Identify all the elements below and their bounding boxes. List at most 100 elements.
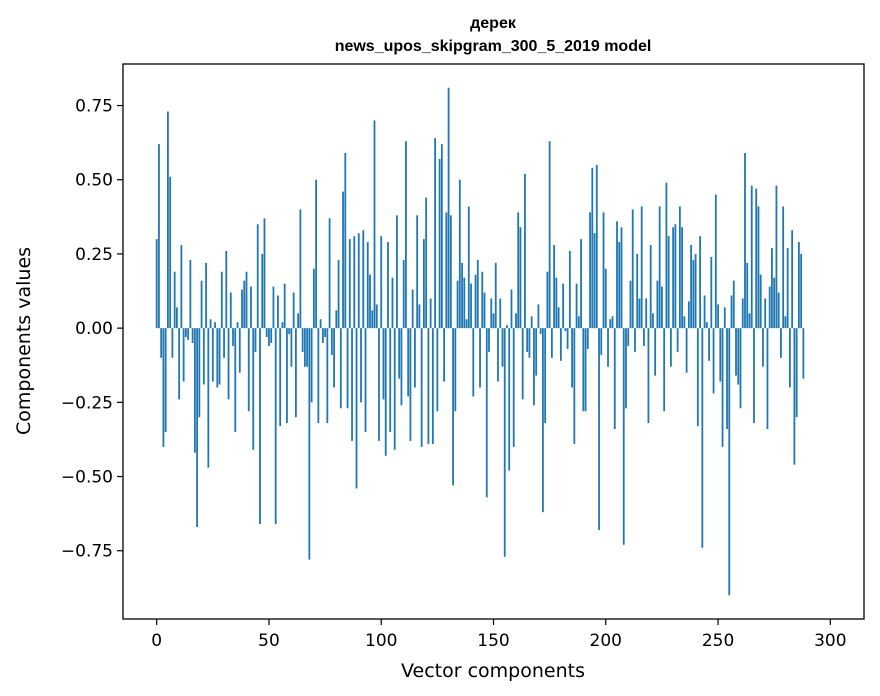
bar-47 (261, 253, 264, 329)
bar-176 (550, 328, 553, 358)
bar-227 (665, 182, 668, 329)
bar-207 (620, 227, 623, 329)
bar-255 (728, 328, 731, 596)
bar-93 (364, 328, 367, 433)
bar-130 (447, 87, 450, 329)
bar-10 (178, 328, 181, 400)
bar-76 (326, 328, 329, 424)
bar-164 (524, 173, 526, 329)
bar-169 (535, 328, 538, 376)
bar-155 (503, 328, 506, 557)
bar-32 (227, 328, 230, 400)
bar-239 (692, 259, 695, 329)
bar-124 (434, 138, 437, 329)
bar-288 (802, 328, 805, 379)
y-tick-label-2: −0.25 (61, 393, 113, 413)
bar-84 (344, 153, 347, 329)
bar-112 (407, 328, 410, 397)
y-axis-label: Components values (13, 247, 35, 435)
bar-4 (164, 328, 167, 433)
bar-150 (492, 313, 495, 329)
bar-2 (160, 328, 163, 358)
bar-132 (452, 328, 454, 486)
bar-43 (252, 328, 255, 450)
bar-100 (380, 236, 383, 329)
bar-216 (640, 206, 643, 329)
bar-104 (389, 328, 392, 433)
bar-209 (625, 328, 627, 409)
bar-113 (409, 328, 412, 441)
bar-151 (494, 262, 497, 329)
bar-23 (207, 328, 210, 468)
bar-44 (254, 328, 257, 352)
bar-107 (396, 215, 398, 329)
bar-74 (321, 328, 324, 343)
bar-153 (499, 298, 502, 329)
bar-284 (793, 328, 796, 465)
bar-78 (330, 328, 333, 355)
bar-166 (528, 328, 531, 358)
bar-1 (158, 144, 160, 329)
bar-110 (402, 259, 405, 329)
bar-280 (784, 316, 787, 329)
bar-262 (744, 153, 746, 329)
bar-52 (272, 286, 275, 329)
bar-219 (647, 328, 650, 424)
bar-9 (175, 307, 178, 329)
bar-117 (418, 304, 421, 329)
bar-51 (270, 328, 273, 343)
bar-218 (645, 298, 648, 329)
bar-180 (559, 328, 562, 361)
bar-125 (436, 328, 439, 412)
bar-248 (712, 328, 715, 394)
bar-171 (539, 328, 542, 335)
bar-247 (710, 256, 713, 329)
bar-105 (391, 277, 394, 329)
bar-263 (746, 262, 749, 329)
bar-170 (537, 304, 540, 329)
bar-122 (429, 298, 432, 329)
bar-242 (699, 236, 701, 329)
x-tick-label-150: 150 (477, 631, 509, 651)
bar-147 (485, 328, 488, 498)
bar-85 (346, 328, 349, 409)
bar-86 (348, 239, 351, 329)
bar-26 (214, 322, 216, 329)
bar-77 (328, 218, 331, 329)
bar-234 (681, 227, 684, 329)
bar-57 (283, 283, 286, 329)
bar-75 (324, 328, 326, 338)
bar-267 (755, 188, 758, 329)
bar-6 (169, 176, 172, 329)
bar-287 (800, 253, 803, 329)
bar-173 (544, 328, 547, 424)
bar-210 (627, 328, 630, 346)
bar-189 (580, 239, 582, 329)
bar-208 (622, 328, 625, 545)
bar-197 (598, 328, 600, 530)
bar-109 (400, 328, 403, 406)
bar-272 (766, 328, 769, 430)
bar-182 (564, 328, 567, 332)
bar-92 (362, 230, 365, 329)
bar-157 (508, 328, 511, 471)
bar-278 (780, 328, 782, 358)
bar-217 (643, 328, 645, 346)
bar-178 (555, 277, 558, 329)
bar-154 (501, 328, 504, 367)
bar-231 (674, 224, 677, 329)
bar-35 (234, 328, 237, 433)
bar-174 (546, 271, 549, 329)
bar-45 (256, 224, 259, 329)
x-tick-label-200: 200 (590, 631, 622, 651)
bar-215 (638, 298, 641, 329)
bar-139 (467, 206, 470, 329)
bar-94 (366, 242, 369, 329)
bar-137 (463, 277, 466, 329)
bar-257 (732, 280, 735, 329)
bar-102 (384, 328, 387, 456)
bar-54 (277, 295, 279, 329)
bar-140 (470, 283, 472, 329)
bar-81 (337, 259, 340, 329)
